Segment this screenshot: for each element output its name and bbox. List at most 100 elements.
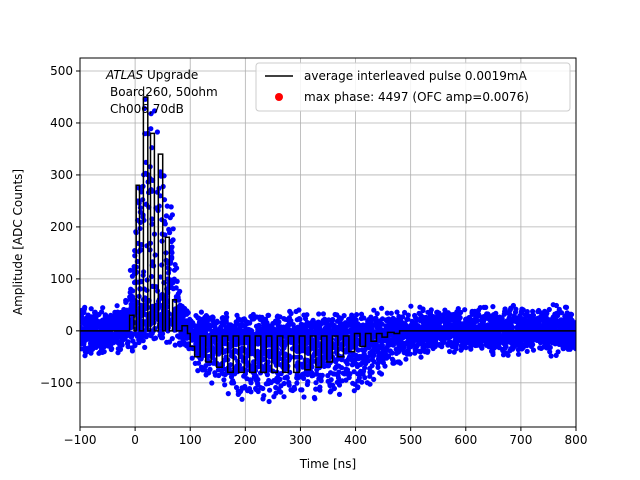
sample-point	[436, 310, 442, 316]
sample-point	[172, 262, 178, 268]
legend-box	[255, 62, 571, 112]
sample-point	[573, 324, 576, 330]
sample-point	[516, 342, 522, 348]
sample-point	[167, 215, 173, 221]
y-tick-label: −100	[40, 376, 73, 390]
sample-point	[349, 343, 355, 349]
sample-point	[412, 350, 418, 356]
sample-point	[82, 348, 88, 354]
sample-point	[173, 285, 179, 291]
sample-point	[233, 342, 239, 348]
plot-frame	[79, 57, 577, 428]
sample-point	[374, 311, 380, 317]
sample-point	[497, 335, 503, 341]
sample-point	[336, 391, 343, 397]
sample-point	[130, 320, 136, 326]
sample-point	[546, 306, 552, 313]
sample-point	[384, 355, 390, 361]
sample-point	[259, 329, 265, 335]
sample-point	[571, 341, 576, 347]
sample-point	[333, 364, 339, 370]
sample-point	[166, 226, 172, 233]
sample-point	[453, 346, 459, 352]
sample-point	[454, 321, 460, 327]
sample-point	[267, 325, 273, 331]
sample-point	[154, 129, 160, 135]
sample-point	[281, 329, 287, 335]
sample-point	[322, 325, 328, 331]
x-tick-label: −100	[64, 433, 97, 447]
sample-point	[528, 343, 535, 349]
sample-point	[368, 316, 374, 322]
sample-point	[389, 327, 395, 333]
sample-point	[370, 341, 376, 347]
sample-point	[358, 327, 364, 333]
sample-point	[390, 342, 396, 348]
sample-point	[148, 126, 154, 132]
sample-point	[157, 274, 164, 280]
sample-point	[221, 377, 227, 383]
sample-point	[313, 380, 319, 386]
sample-point	[266, 312, 272, 318]
sample-point	[238, 353, 244, 359]
sample-point	[557, 341, 564, 347]
sample-point	[323, 330, 329, 336]
sample-point	[332, 357, 339, 363]
sample-point	[212, 370, 218, 376]
sample-point	[376, 353, 382, 359]
sample-point	[287, 327, 293, 333]
sample-point	[266, 339, 273, 345]
sample-point	[260, 396, 266, 402]
sample-point	[362, 365, 368, 371]
sample-point	[99, 332, 105, 338]
sample-point	[428, 337, 434, 343]
sample-point	[500, 352, 507, 358]
sample-point	[227, 362, 234, 368]
sample-point	[335, 373, 341, 379]
sample-point	[420, 307, 426, 314]
y-tick-label: 100	[50, 272, 73, 286]
sample-point	[305, 379, 311, 385]
sample-point	[464, 322, 470, 328]
sample-point	[136, 339, 142, 346]
sample-point	[397, 346, 404, 352]
sample-point	[278, 383, 284, 389]
sample-point	[129, 348, 135, 354]
sample-point	[238, 388, 244, 394]
sample-point	[281, 394, 287, 400]
sample-point	[301, 394, 307, 400]
sample-point	[369, 350, 375, 356]
sample-point	[234, 312, 240, 318]
sample-point	[310, 354, 316, 360]
sample-point	[563, 331, 570, 337]
sample-point	[358, 354, 364, 360]
sample-point	[338, 320, 344, 326]
sample-point	[359, 347, 365, 353]
sample-point	[239, 396, 245, 402]
sample-point	[349, 362, 355, 368]
sample-point	[250, 342, 256, 348]
sample-point	[544, 320, 551, 326]
sample-point	[320, 317, 326, 324]
sample-point	[94, 330, 101, 336]
atlas-annotation: ATLAS Upgrade Board260, 50ohm Ch006,70dB	[105, 68, 218, 116]
sample-point	[439, 316, 446, 322]
sample-point	[236, 316, 242, 323]
sample-point	[544, 310, 550, 316]
sample-point	[531, 335, 537, 341]
sample-point	[171, 311, 177, 318]
sample-point	[313, 386, 319, 392]
x-tick-label: 200	[234, 433, 257, 447]
sample-point	[387, 322, 393, 328]
sample-point	[169, 336, 175, 342]
sample-point	[544, 345, 550, 351]
sample-point	[137, 247, 143, 253]
sample-point	[243, 340, 250, 346]
sample-point	[477, 322, 483, 328]
sample-point	[371, 307, 377, 313]
sample-point	[255, 325, 262, 331]
sample-point	[550, 331, 556, 337]
sample-point	[404, 351, 410, 357]
sample-point	[558, 318, 564, 324]
sample-point	[177, 302, 183, 308]
